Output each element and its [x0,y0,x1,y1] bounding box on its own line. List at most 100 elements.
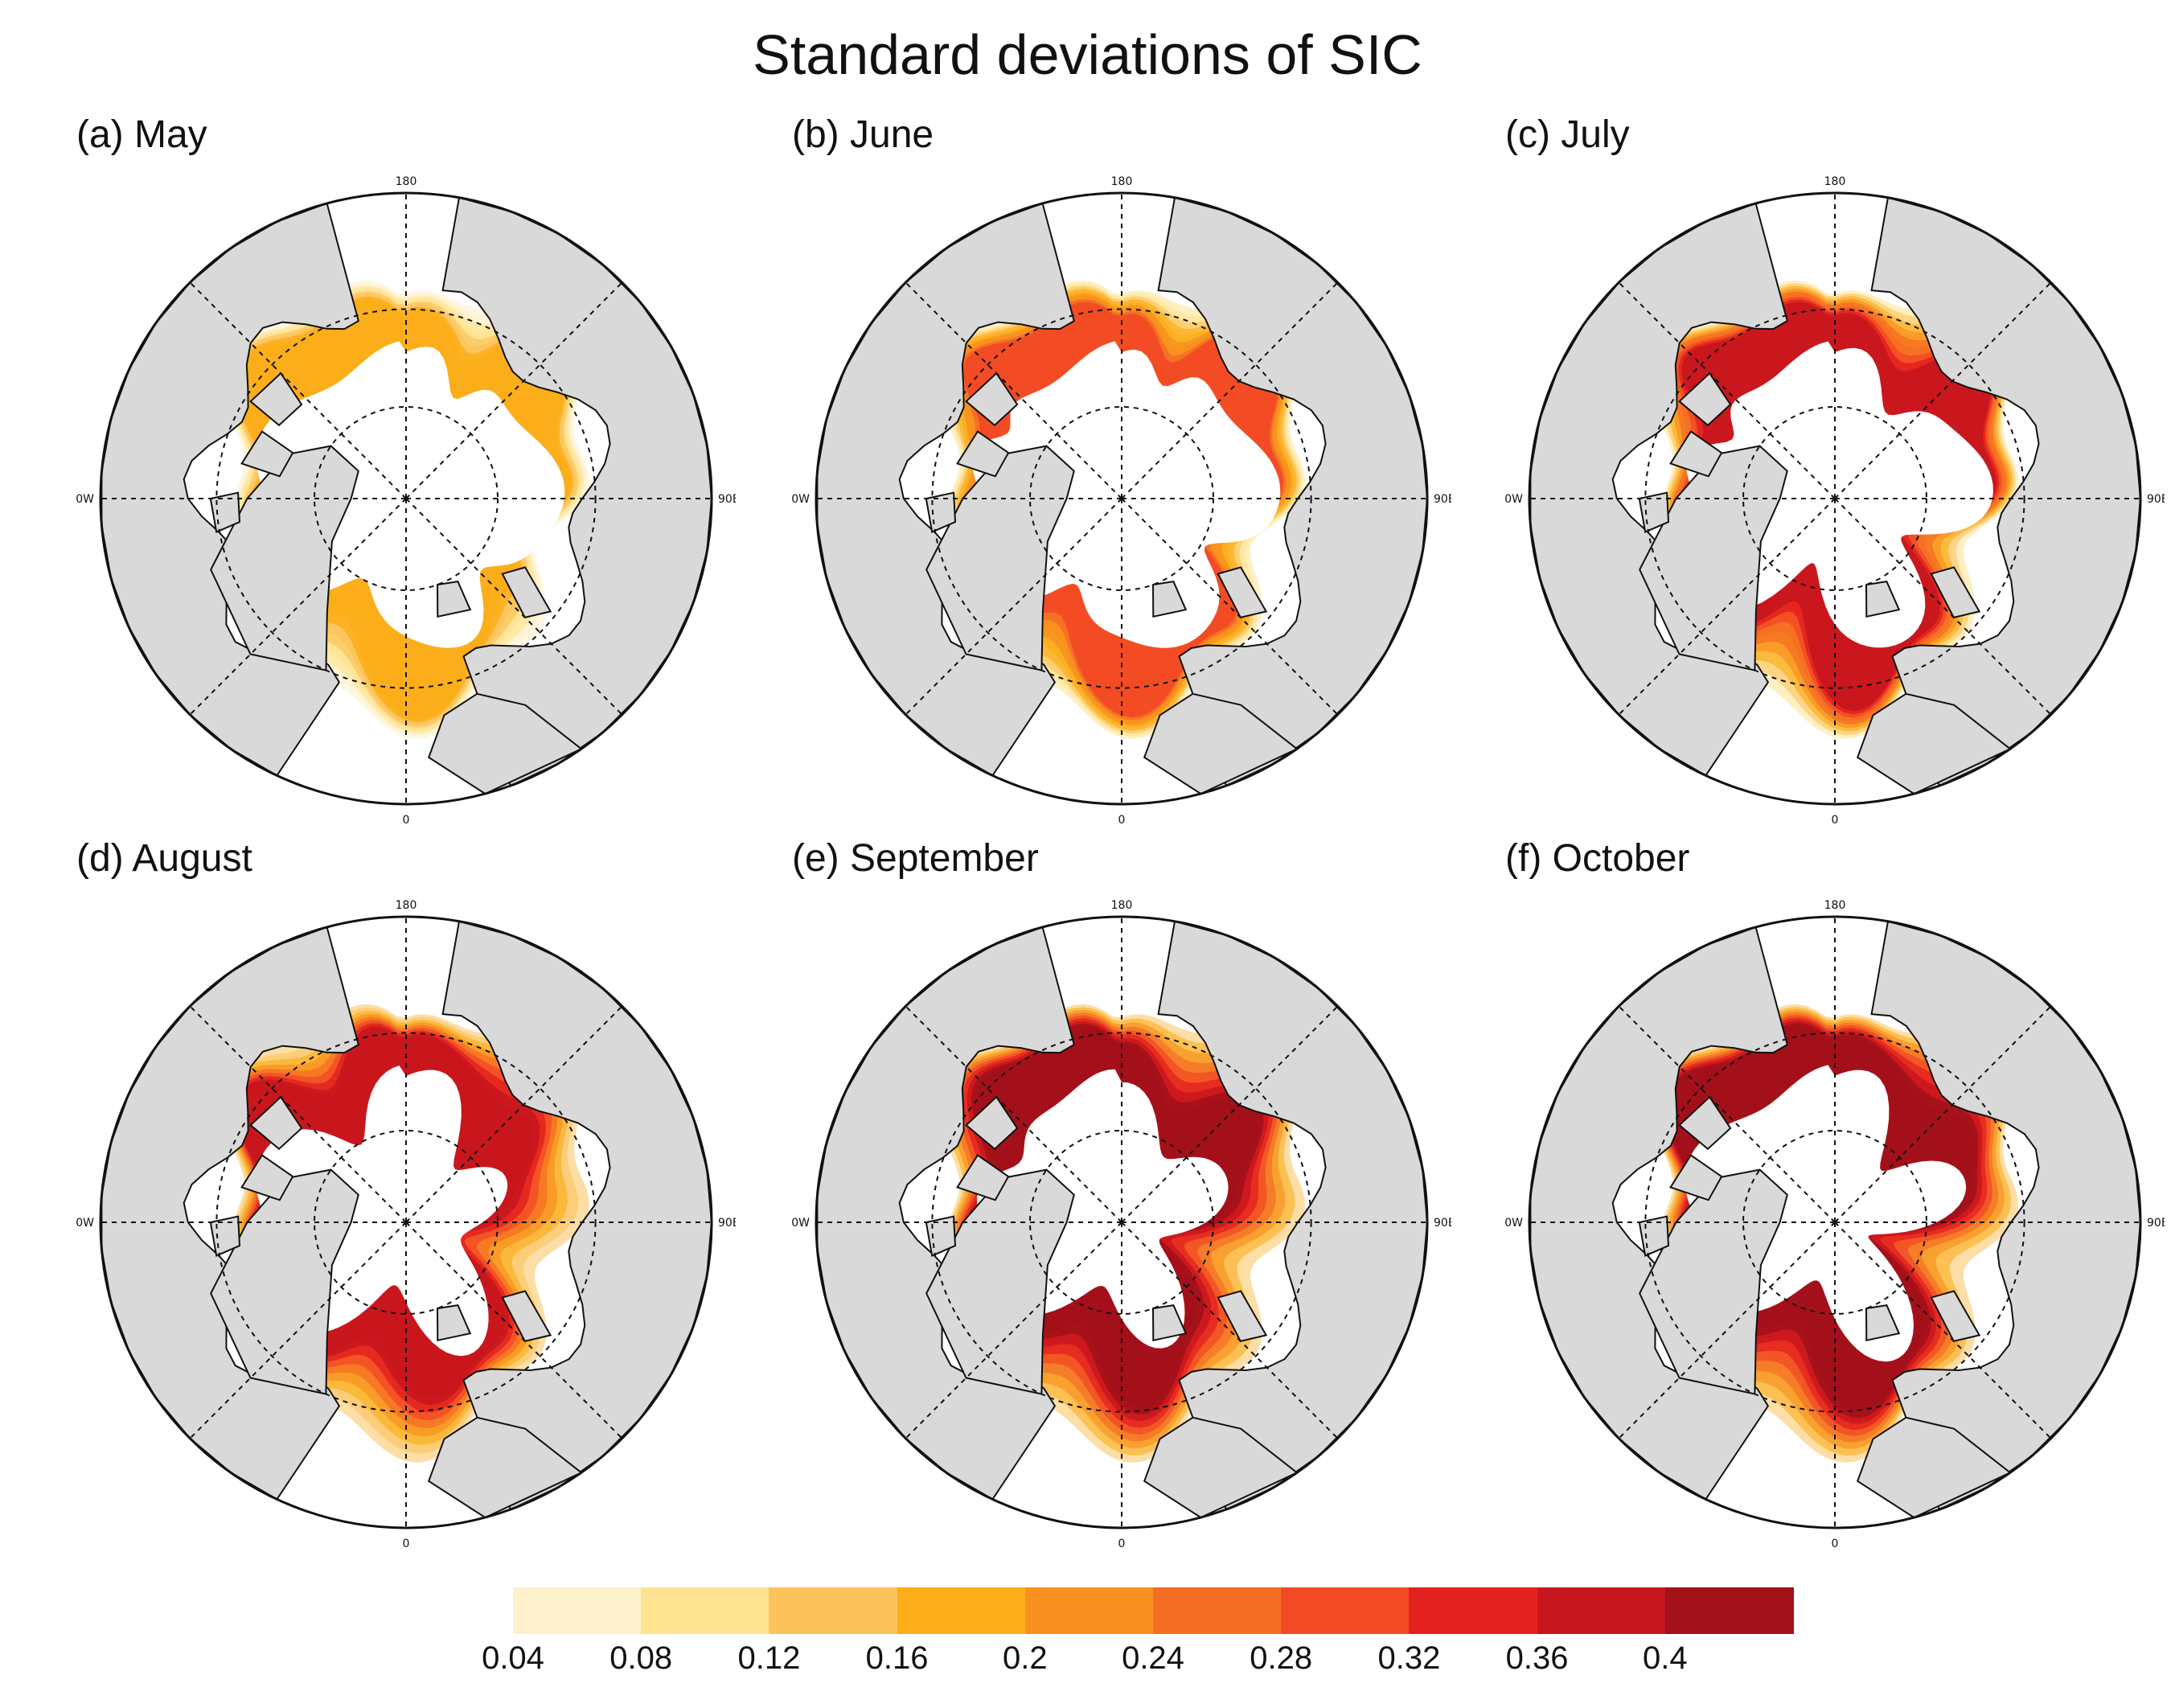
archipelago-island [956,1154,1010,1201]
panel-label: (f) October [1505,837,1690,880]
longitude-label-top: 180 [396,899,417,912]
meridian-line [1834,1221,2052,1439]
longitude-label-right: 90E [718,493,736,506]
longitude-label-left: 90W [1505,1217,1523,1230]
meridian-line [1834,281,2052,499]
latitude-circle [931,308,1312,689]
meridian-line [1121,498,1339,716]
longitude-label-top: 180 [1111,899,1133,912]
meridian-line [405,1221,623,1439]
greenland-land [210,445,359,671]
map-border [1528,915,2142,1529]
meridian-line [905,1005,1122,1223]
meridian-line [189,498,407,716]
colorbar-segment [897,1587,1026,1634]
map-panel: (f) October 180 0 90W 90E [1505,836,2175,1560]
longitude-label-left: 90W [1505,493,1523,506]
map-panel: (e) September 180 0 90W 90E [792,836,1500,1560]
colorbar-segment [1281,1587,1410,1634]
longitude-label-right: 90E [1434,1217,1451,1230]
longitude-label-right: 90E [718,1217,736,1230]
greenland-land [1639,1168,1788,1395]
colorbar [513,1587,1794,1634]
polar-map: 180 0 90W 90E [76,899,736,1550]
longitude-label-top: 180 [1824,899,1846,912]
meridian-line [905,1221,1122,1439]
map-panel: (a) May 180 0 90W 90E [76,113,784,836]
panel-label: (a) May [76,113,207,156]
map-panel: (d) August 180 0 90W 90E [76,836,784,1560]
greenland-land [925,1168,1075,1395]
longitude-label-top: 180 [1111,175,1133,188]
colorbar-segment [1409,1587,1538,1634]
colorbar-tick-label: 0.2 [1002,1640,1048,1676]
meridian-line [1834,1005,2052,1223]
map-panel: (b) June 180 0 90W 90E [792,113,1500,836]
map-panel: (c) July 180 0 90W 90E [1505,113,2175,836]
latitude-circle [215,308,597,689]
longitude-label-bottom: 0 [1832,1538,1839,1550]
meridian-line [1618,281,1836,499]
greenland-land [1639,445,1788,671]
polar-map: 180 0 90W 90E [1505,175,2165,827]
svalbard-island [436,1304,472,1342]
meridian-line [1618,498,1836,716]
longitude-label-right: 90E [2147,1217,2165,1230]
panel-label: (d) August [76,837,252,880]
polar-map: 180 0 90W 90E [792,175,1451,827]
longitude-label-left: 90W [792,1217,810,1230]
meridian-line [405,1005,623,1223]
panel-label: (b) June [792,113,934,156]
polar-map: 180 0 90W 90E [792,899,1451,1550]
panel-label: (c) July [1505,113,1630,156]
colorbar-segment [1537,1587,1666,1634]
figure-title: Standard deviations of SIC [753,23,1422,86]
latitude-circle [1644,1032,2025,1413]
longitude-label-right: 90E [1434,493,1451,506]
colorbar-segment [1664,1587,1794,1634]
colorbar-segment [1153,1587,1282,1634]
longitude-label-top: 180 [1824,175,1846,188]
longitude-label-bottom: 0 [1118,1538,1126,1550]
colorbar-segment [769,1587,898,1634]
meridian-line [405,281,623,499]
meridian-line [189,1221,407,1439]
map-border [1528,191,2142,806]
archipelago-island [240,430,294,478]
colorbar-tick-label: 0.28 [1250,1640,1313,1676]
longitude-label-bottom: 0 [403,814,410,827]
colorbar-tick-label: 0.12 [737,1640,801,1676]
meridian-line [905,281,1122,499]
map-border [99,191,713,806]
latitude-circle [1644,308,2025,689]
map-border [99,915,713,1529]
longitude-label-bottom: 0 [403,1538,410,1550]
colorbar-tick-label: 0.36 [1505,1640,1569,1676]
low-variability-core [256,341,565,648]
meridian-line [189,281,407,499]
colorbar-tick-label: 0.32 [1377,1640,1441,1676]
meridian-line [1121,281,1339,499]
longitude-label-left: 90W [76,493,94,506]
meridian-line [1121,1221,1339,1439]
colorbar-tick-label: 0.16 [865,1640,929,1676]
colorbar-segment [641,1587,770,1634]
longitude-label-top: 180 [396,175,417,188]
svalbard-island [1151,580,1188,618]
colorbar-tick-label: 0.04 [482,1640,544,1676]
colorbar-segment [1024,1587,1154,1634]
archipelago-island [240,1154,294,1201]
archipelago-island [956,430,1010,478]
latitude-circle [215,1032,597,1413]
svalbard-island [1865,1304,1901,1342]
polar-map: 180 0 90W 90E [1505,899,2165,1550]
latitude-circle [931,1032,1312,1413]
map-border [815,915,1429,1529]
meridian-line [1834,498,2052,716]
longitude-label-bottom: 0 [1118,814,1126,827]
longitude-label-left: 90W [792,493,810,506]
panel-label: (e) September [792,837,1039,880]
colorbar-segment [513,1587,642,1634]
longitude-label-left: 90W [76,1217,94,1230]
meridian-line [189,1005,407,1223]
